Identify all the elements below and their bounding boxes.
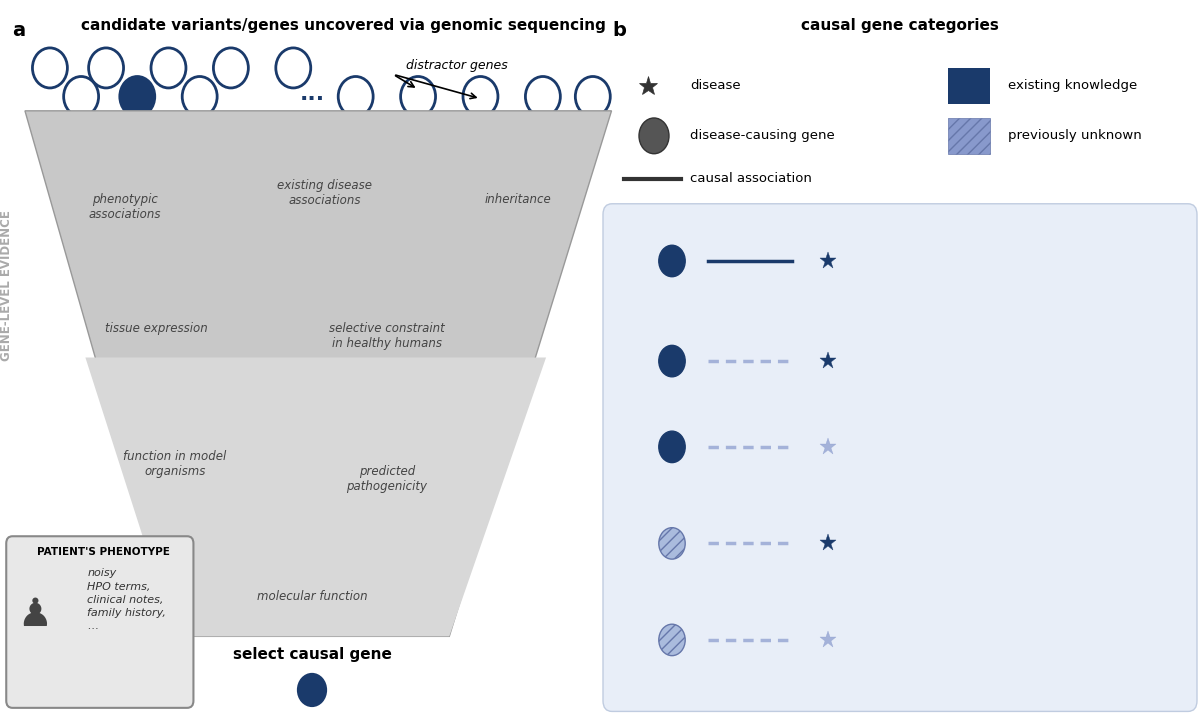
Circle shape <box>120 77 155 117</box>
Text: PATIENT'S PHENOTYPE: PATIENT'S PHENOTYPE <box>37 547 170 557</box>
Text: existing knowledge: existing knowledge <box>1008 79 1138 92</box>
Text: phenotypic
associations: phenotypic associations <box>89 193 161 221</box>
Text: b: b <box>612 21 626 41</box>
Text: a: a <box>12 21 25 41</box>
Text: select causal gene: select causal gene <box>233 647 391 661</box>
Text: noisy
HPO terms,
clinical notes,
family history,
…: noisy HPO terms, clinical notes, family … <box>88 568 167 631</box>
Text: new disease caused by variation in a gene
previously unknown to cause any diseas: new disease caused by variation in a gen… <box>870 618 1138 648</box>
Circle shape <box>640 118 670 154</box>
Text: ...: ... <box>300 84 324 104</box>
FancyBboxPatch shape <box>948 68 990 104</box>
Text: known disease caused by variation in a
known, associated disease gene: known disease caused by variation in a k… <box>870 239 1117 269</box>
Text: existing disease
associations: existing disease associations <box>277 179 372 207</box>
Text: previously unknown: previously unknown <box>1008 129 1141 142</box>
Text: disease: disease <box>690 79 740 92</box>
Text: candidate variants/genes uncovered via genomic sequencing: candidate variants/genes uncovered via g… <box>82 18 606 33</box>
Circle shape <box>659 528 685 559</box>
Text: causal association: causal association <box>690 172 812 185</box>
Text: causal gene categories: causal gene categories <box>802 18 998 33</box>
Text: tissue expression: tissue expression <box>104 322 208 335</box>
FancyBboxPatch shape <box>604 204 1198 711</box>
Text: distractor genes: distractor genes <box>406 59 508 72</box>
Circle shape <box>659 345 685 377</box>
Text: new disease caused by variation in a gene
already associated with another diseas: new disease caused by variation in a gen… <box>870 425 1138 455</box>
Text: molecular function: molecular function <box>257 590 367 603</box>
FancyBboxPatch shape <box>948 118 990 154</box>
Text: predicted
pathogenicity: predicted pathogenicity <box>347 465 427 493</box>
Text: GENE-LEVEL EVIDENCE: GENE-LEVEL EVIDENCE <box>0 210 13 362</box>
Text: known disease caused by variation in a
gene previously unassociated with any
dis: known disease caused by variation in a g… <box>870 513 1117 560</box>
Text: selective constraint
in healthy humans: selective constraint in healthy humans <box>329 322 445 350</box>
Polygon shape <box>85 358 546 636</box>
Text: function in model
organisms: function in model organisms <box>124 450 227 478</box>
Text: known disease caused by variation in a
disease-causing gene previously
unassocia: known disease caused by variation in a d… <box>870 330 1117 378</box>
Text: disease-causing gene: disease-causing gene <box>690 129 835 142</box>
Text: inheritance: inheritance <box>485 193 551 206</box>
Circle shape <box>659 245 685 277</box>
Circle shape <box>659 431 685 463</box>
Polygon shape <box>25 111 612 636</box>
FancyBboxPatch shape <box>6 536 193 708</box>
Text: ♟: ♟ <box>17 596 52 634</box>
Circle shape <box>659 624 685 656</box>
Circle shape <box>299 674 325 706</box>
Text: VARIANT-LEVEL EVIDENCE: VARIANT-LEVEL EVIDENCE <box>611 358 624 529</box>
